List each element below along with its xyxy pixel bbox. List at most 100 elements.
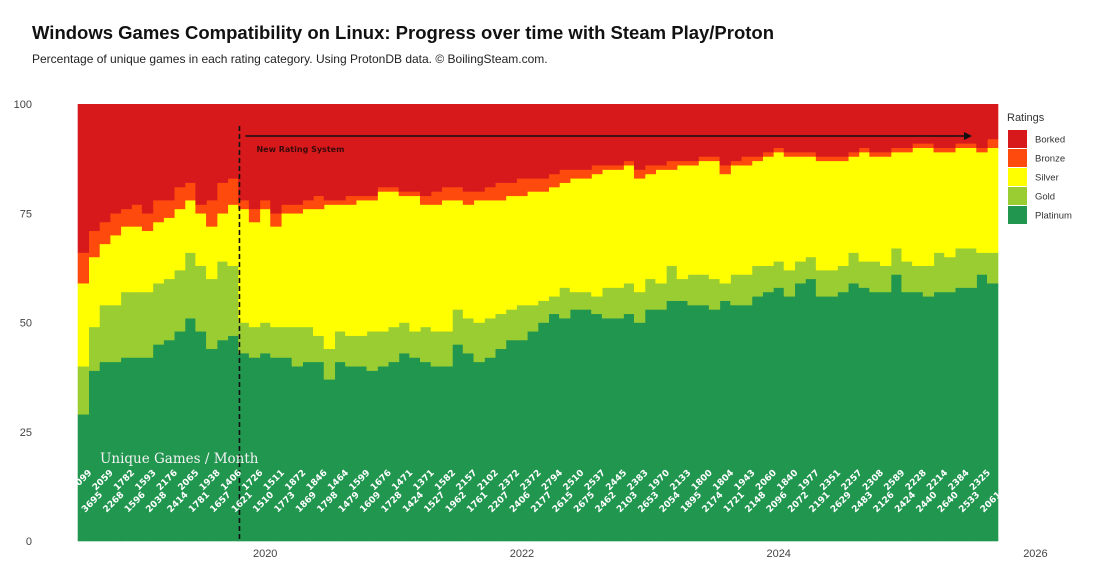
area-segment-bronze <box>131 204 143 227</box>
area-segment-bronze <box>120 208 132 227</box>
area-segment-gold <box>409 331 421 358</box>
area-segment-bronze <box>719 165 731 175</box>
area-segment-silver <box>131 226 143 293</box>
area-segment-platinum <box>890 274 903 542</box>
area-segment-gold <box>99 305 111 363</box>
area-segment-gold <box>783 270 796 297</box>
area-segment-bronze <box>398 191 410 197</box>
area-segment-bronze <box>912 143 924 148</box>
area-segment-platinum <box>655 309 667 542</box>
x-tick-label: 2024 <box>766 548 790 560</box>
area-segment-bronze <box>965 143 977 148</box>
area-segment-bronze <box>559 169 571 183</box>
area-segment-bronze <box>195 204 207 214</box>
area-segment-borked <box>591 104 603 166</box>
area-segment-platinum <box>954 287 967 542</box>
area-segment-bronze <box>933 147 945 153</box>
area-segment-platinum <box>494 348 507 542</box>
area-segment-borked <box>366 104 378 197</box>
area-segment-borked <box>398 104 410 192</box>
area-segment-gold <box>880 265 892 293</box>
area-segment-gold <box>420 326 432 363</box>
area-segment-platinum <box>666 300 678 542</box>
area-segment-gold <box>676 278 689 301</box>
area-segment-borked <box>184 104 196 183</box>
area-segment-silver <box>805 156 817 258</box>
area-segment-platinum <box>259 353 271 542</box>
area-segment-silver <box>719 173 731 284</box>
area-segment-gold <box>109 305 122 363</box>
area-segment-borked <box>163 104 175 201</box>
area-segment-gold <box>452 309 464 345</box>
area-segment-platinum <box>99 361 111 542</box>
area-segment-borked <box>334 104 346 201</box>
area-segment-borked <box>88 104 100 232</box>
area-segment-gold <box>869 261 881 293</box>
area-segment-silver <box>270 226 282 328</box>
area-segment-gold <box>441 331 453 367</box>
y-tick-label: 0 <box>26 536 32 548</box>
area-segment-bronze <box>152 200 164 223</box>
area-segment-platinum <box>141 357 154 542</box>
area-segment-borked <box>548 104 560 175</box>
area-segment-platinum <box>837 291 849 542</box>
area-segment-silver <box>120 226 132 293</box>
area-segment-silver <box>537 191 549 301</box>
area-segment-gold <box>537 300 549 323</box>
area-segment-platinum <box>173 331 186 542</box>
area-segment-silver <box>837 160 849 266</box>
y-tick-label: 50 <box>20 318 32 330</box>
area-segment-silver <box>987 147 999 253</box>
area-segment-silver <box>163 217 175 280</box>
area-segment-bronze <box>740 156 753 166</box>
area-segment-borked <box>494 104 507 183</box>
area-segment-platinum <box>976 274 988 542</box>
area-segment-borked <box>302 104 314 201</box>
area-segment-borked <box>847 104 860 153</box>
area-segment-silver <box>880 156 892 266</box>
area-segment-bronze <box>655 165 667 170</box>
legend-label-borked: Borked <box>1035 135 1065 146</box>
area-segment-silver <box>77 283 89 367</box>
area-segment-silver <box>954 147 967 249</box>
area-segment-silver <box>655 169 667 284</box>
area-segment-borked <box>655 104 667 166</box>
area-segment-gold <box>837 265 849 293</box>
area-segment-gold <box>238 322 250 354</box>
y-tick-label: 25 <box>20 427 32 439</box>
area-segment-platinum <box>206 348 218 542</box>
chart-subtitle: Percentage of unique games in each ratin… <box>32 52 548 66</box>
area-segment-gold <box>944 256 956 293</box>
area-segment-gold <box>77 366 89 415</box>
area-segment-gold <box>965 248 977 288</box>
area-segment-bronze <box>109 213 122 236</box>
area-segment-borked <box>141 104 154 214</box>
area-segment-platinum <box>826 296 838 542</box>
area-segment-bronze <box>280 204 293 214</box>
area-segment-borked <box>858 104 870 148</box>
area-segment-gold <box>366 331 378 371</box>
area-segment-bronze <box>334 200 346 205</box>
area-segment-gold <box>334 331 346 363</box>
area-segment-silver <box>184 200 196 253</box>
area-segment-gold <box>173 270 186 332</box>
area-segment-silver <box>527 191 539 306</box>
area-segment-gold <box>163 278 175 341</box>
area-segment-bronze <box>783 152 796 157</box>
area-segment-bronze <box>345 195 357 205</box>
area-segment-borked <box>484 104 496 188</box>
area-segment-platinum <box>623 313 635 542</box>
area-segment-platinum <box>912 291 924 542</box>
area-segment-bronze <box>612 165 624 170</box>
area-segment-gold <box>462 318 475 354</box>
area-segment-silver <box>912 147 924 266</box>
area-segment-platinum <box>858 287 870 542</box>
area-segment-platinum <box>944 291 956 542</box>
area-segment-gold <box>847 252 860 284</box>
area-segment-silver <box>601 169 614 288</box>
area-segment-gold <box>815 270 828 297</box>
area-segment-borked <box>987 104 999 140</box>
area-segment-gold <box>302 326 314 363</box>
area-segment-silver <box>462 204 475 319</box>
area-segment-gold <box>708 278 721 310</box>
